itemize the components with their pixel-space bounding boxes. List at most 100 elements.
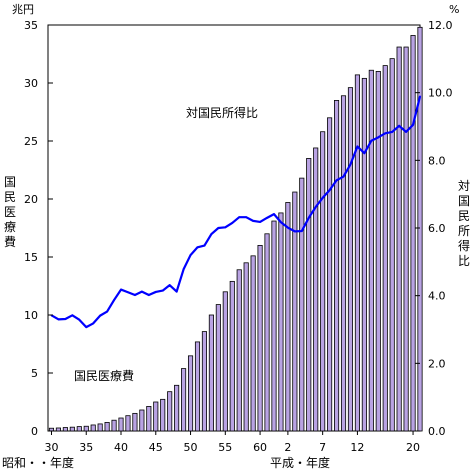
line-point-52	[203, 244, 206, 247]
right-title-char: 得	[458, 238, 470, 253]
bar-47	[167, 391, 173, 432]
bar-40	[118, 417, 124, 432]
left-title-char: 民	[4, 190, 16, 204]
left-axis-title: 国民医療費	[4, 175, 16, 249]
line-point-20	[419, 95, 421, 98]
line-point-元	[286, 226, 289, 229]
line-point-4	[307, 216, 310, 219]
line-point-58	[245, 216, 248, 219]
bar-11	[354, 74, 360, 432]
bar-4	[306, 157, 312, 432]
x-tick-label: 20	[406, 441, 420, 454]
right-tick-label: 8.0	[428, 154, 446, 167]
bar-62	[271, 220, 277, 432]
bar-44	[146, 406, 152, 432]
bar-6	[320, 131, 326, 432]
x-axis-ticks: 30 35 40 45 50 55 60 2 7 12 20	[44, 431, 420, 454]
right-axis-unit: %	[449, 3, 459, 16]
bar-3	[299, 177, 305, 432]
line-point-19	[412, 123, 414, 126]
line-point-62	[273, 213, 275, 216]
bar-50	[187, 355, 194, 432]
right-axis-ticks: 0.0 2.0 4.0 6.0 8.0 10.0 12.0	[415, 19, 453, 438]
right-tick-label: 0.0	[428, 425, 446, 438]
line-point-55	[224, 226, 227, 229]
left-title-char: 療	[4, 220, 16, 234]
bar-2	[292, 191, 298, 432]
bar-36	[90, 424, 96, 432]
bar-37	[97, 423, 103, 432]
left-tick-label: 20	[24, 193, 38, 206]
bar-13	[368, 69, 374, 432]
left-axis-ticks: 0 5 10 15 20 25 30 35	[24, 19, 53, 438]
left-tick-label: 5	[31, 367, 38, 380]
line-point-48	[175, 290, 178, 293]
x-era-label-heisei: 平成・年度	[270, 455, 330, 470]
bar-20	[417, 26, 423, 432]
bar-43	[139, 409, 145, 432]
line-point-11	[356, 145, 359, 148]
line-point-36	[92, 322, 95, 325]
right-title-char: 所	[458, 224, 470, 238]
left-title-char: 費	[4, 234, 16, 249]
bar-49	[181, 368, 187, 432]
right-tick-label: 10.0	[428, 87, 453, 100]
line-point-31	[57, 318, 60, 321]
bar-32	[62, 427, 68, 432]
bar-5	[313, 147, 319, 432]
line-series-kokumin-shotoku-hi	[50, 95, 422, 329]
line-point-33	[71, 314, 74, 317]
line-point-18	[405, 131, 407, 133]
x-tick-label: 2	[284, 441, 291, 454]
left-tick-label: 15	[24, 251, 38, 264]
line-point-44	[147, 294, 150, 296]
line-point-63	[280, 221, 282, 224]
line-point-32	[64, 318, 67, 320]
right-tick-label: 12.0	[428, 19, 453, 32]
bar-7	[327, 117, 333, 432]
line-point-14	[377, 136, 380, 139]
line-point-41	[127, 291, 129, 294]
bar-17	[396, 46, 402, 432]
bar-38	[104, 422, 110, 432]
bar-57	[236, 269, 242, 432]
x-tick-label: 40	[114, 441, 128, 454]
line-point-60	[259, 221, 261, 223]
line-point-2	[293, 230, 296, 233]
line-point-51	[196, 246, 199, 249]
left-axis-unit: 兆円	[12, 3, 34, 16]
right-title-char: 民	[458, 209, 470, 223]
line-point-16	[391, 131, 394, 133]
line-point-13	[370, 139, 373, 142]
x-tick-label: 60	[253, 441, 267, 454]
line-point-45	[154, 291, 157, 293]
bar-60	[257, 244, 263, 432]
bar-51	[194, 341, 201, 432]
line-point-59	[252, 220, 255, 222]
bar-46	[160, 398, 166, 432]
line-point-35	[85, 326, 88, 329]
left-tick-label: 10	[24, 309, 38, 322]
bar-19	[410, 35, 416, 432]
bar-59	[250, 255, 256, 432]
line-point-10	[349, 163, 352, 166]
line-point-42	[134, 294, 136, 296]
bar-10	[347, 87, 354, 432]
line-point-15	[384, 132, 387, 135]
bar-34	[76, 426, 82, 432]
bar-12	[361, 77, 367, 432]
left-title-char: 医	[4, 205, 16, 219]
bar-series-iryohi	[48, 26, 423, 432]
line-point-54	[217, 227, 220, 229]
bar-15	[382, 65, 388, 432]
line-point-53	[210, 233, 213, 235]
bar-61	[264, 233, 270, 432]
bar-annotation: 国民医療費	[74, 368, 134, 383]
line-point-50	[189, 254, 192, 256]
line-point-38	[106, 310, 108, 313]
line-annotation: 対国民所得比	[186, 105, 258, 120]
left-tick-label: 0	[31, 425, 38, 438]
bar-63	[278, 212, 284, 432]
left-title-char: 国	[4, 175, 16, 189]
